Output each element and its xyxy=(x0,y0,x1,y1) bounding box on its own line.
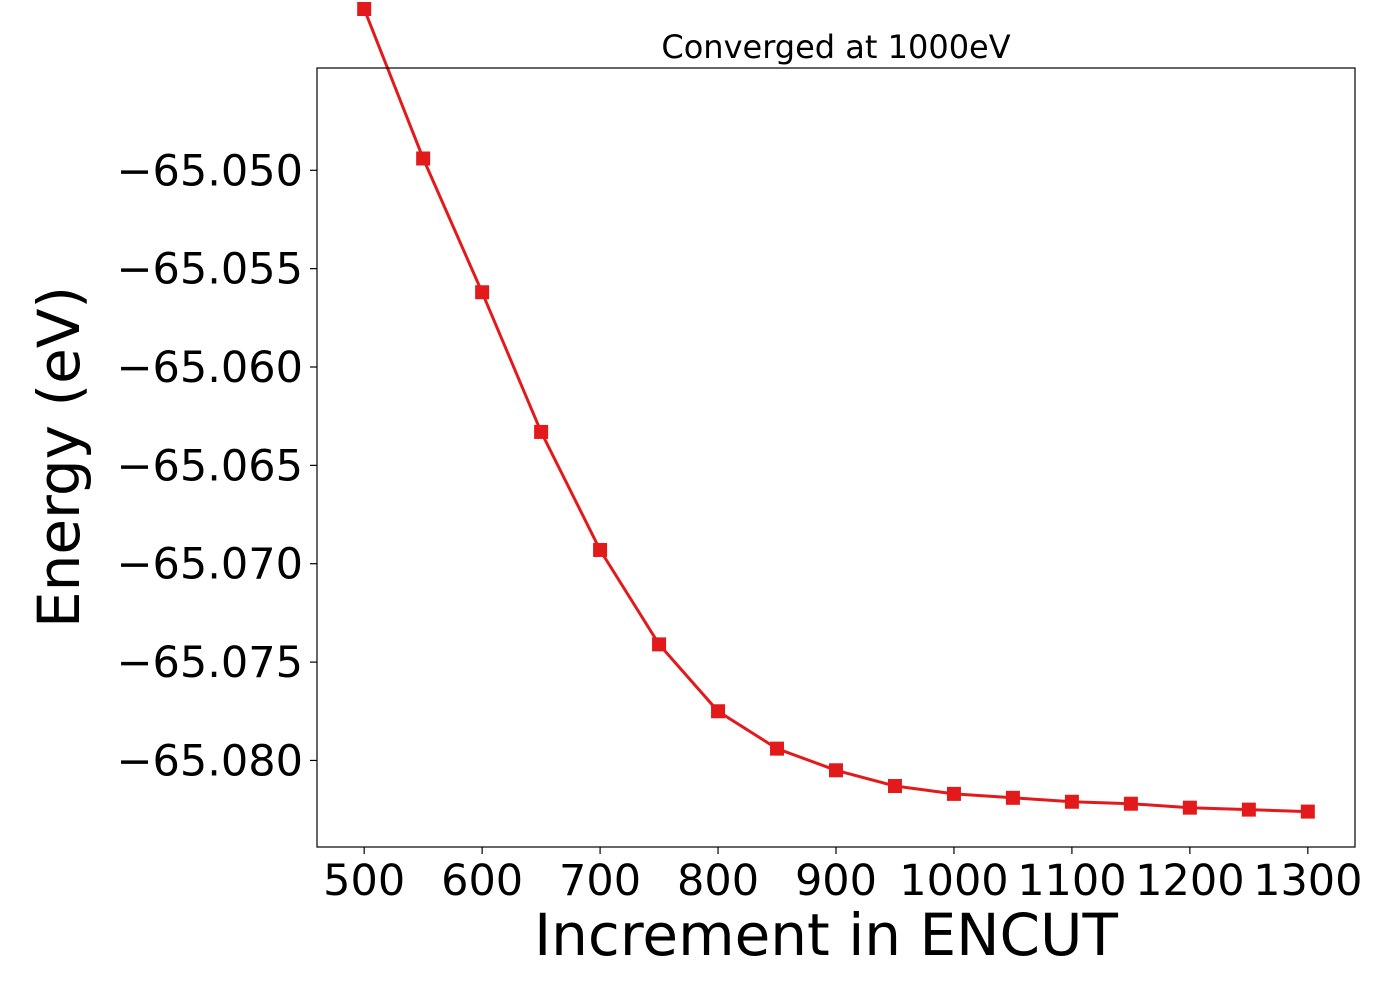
data-point xyxy=(770,741,785,756)
data-point xyxy=(416,151,431,166)
data-point xyxy=(593,542,608,557)
x-tick-label: 700 xyxy=(559,856,641,906)
data-point xyxy=(711,704,726,719)
x-axis: 500 600 700 800 900 1000 1100 1200 1300 xyxy=(323,847,1363,906)
data-point xyxy=(1064,794,1079,809)
x-tick-label: 1300 xyxy=(1253,856,1362,906)
y-tick-label: −65.050 xyxy=(117,146,304,196)
data-point xyxy=(1182,800,1197,815)
y-tick-label: −65.075 xyxy=(117,638,304,688)
data-point xyxy=(946,786,961,801)
x-tick-label: 800 xyxy=(677,856,759,906)
x-tick-label: 1000 xyxy=(899,856,1008,906)
y-tick-label: −65.070 xyxy=(117,540,304,590)
y-axis: −65.050 −65.055 −65.060 −65.065 −65.070 −65.0… xyxy=(117,146,317,786)
data-point xyxy=(1300,804,1315,819)
y-tick-label: −65.055 xyxy=(117,245,304,295)
plot-area xyxy=(357,1,1315,819)
data-point xyxy=(652,637,667,652)
data-point xyxy=(357,1,372,16)
data-point xyxy=(829,763,843,778)
x-tick-label: 1200 xyxy=(1135,856,1244,906)
x-tick-label: 1100 xyxy=(1017,856,1126,906)
chart-title: Converged at 1000eV xyxy=(661,28,1010,66)
x-tick-label: 600 xyxy=(441,856,523,906)
y-tick-label: −65.080 xyxy=(117,736,304,786)
plot-frame xyxy=(316,67,1356,848)
data-point xyxy=(1241,802,1256,817)
data-point xyxy=(1005,790,1020,805)
x-axis-label: Increment in ENCUT xyxy=(534,901,1118,969)
data-point xyxy=(534,424,549,439)
y-tick-label: −65.065 xyxy=(117,441,304,491)
data-point xyxy=(887,779,902,794)
data-point xyxy=(475,285,490,300)
y-axis-label: Energy (eV) xyxy=(25,286,93,628)
y-tick-label: −65.060 xyxy=(117,343,304,393)
data-point xyxy=(1123,796,1138,811)
x-tick-label: 900 xyxy=(795,856,877,906)
series-line xyxy=(362,8,1308,814)
x-tick-label: 500 xyxy=(323,856,405,906)
